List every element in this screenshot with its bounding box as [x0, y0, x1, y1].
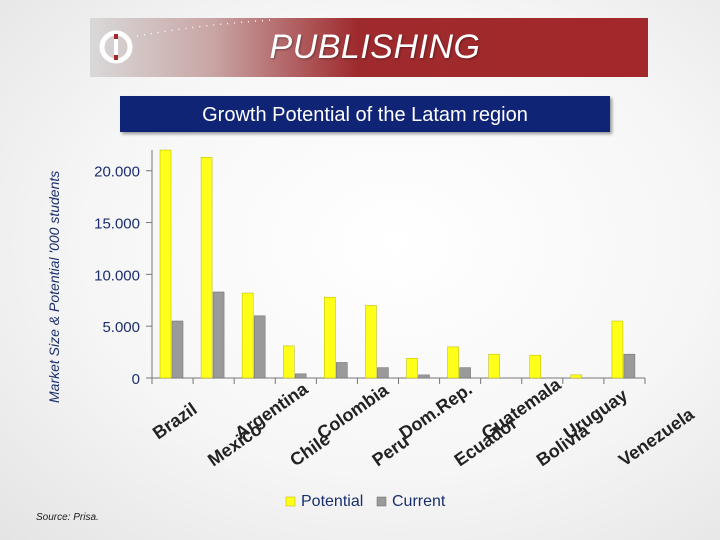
bar-potential — [159, 149, 172, 379]
legend-swatch-current — [376, 496, 387, 507]
category-labels: Brazil MexicoArgentinaChileColombiaPeruDo… — [149, 374, 699, 471]
bar-potential — [200, 157, 213, 379]
category-label: Argentina — [231, 378, 312, 443]
bar-potential — [488, 353, 500, 379]
bar-current — [623, 353, 636, 379]
bar-current — [212, 291, 225, 379]
bar-current — [295, 373, 307, 379]
bar-current — [418, 374, 430, 379]
x-axis — [151, 377, 646, 384]
legend-label-current: Current — [392, 493, 446, 510]
page-title: PUBLISHING — [269, 28, 481, 66]
category-label: Dom.Rep. — [395, 379, 475, 444]
bar-current — [336, 362, 348, 379]
category-label: Uruguay — [560, 385, 631, 443]
y-tick-label: 20.000 — [94, 164, 140, 181]
category-label: Brazil — [149, 399, 201, 444]
legend: Potential Current — [285, 493, 446, 510]
bar-potential — [283, 345, 295, 379]
bar-potential — [611, 320, 624, 379]
bar-current — [377, 367, 389, 379]
header-banner — [90, 18, 648, 77]
bar-current — [459, 367, 471, 379]
publisher-logo-icon — [99, 30, 133, 64]
y-tick-label: 0 — [132, 371, 140, 388]
bar-potential — [241, 292, 254, 379]
legend-swatch-potential — [285, 496, 296, 507]
category-label: Colombia — [313, 379, 392, 443]
bar-potential — [406, 358, 418, 379]
bar-potential — [365, 305, 377, 379]
chart-title: Growth Potential of the Latam region — [202, 104, 528, 126]
legend-label-potential: Potential — [301, 493, 363, 510]
bar-potential — [324, 296, 336, 379]
bar-potential — [447, 346, 459, 379]
y-tick-label: 5.000 — [102, 319, 140, 336]
chart-title-bar — [120, 96, 610, 132]
bars — [159, 149, 636, 379]
source-note: Source: Prisa. — [36, 512, 99, 523]
bar-current — [171, 320, 184, 379]
bar-current — [253, 315, 266, 379]
category-label: Venezuela — [615, 403, 699, 470]
y-tick-label: 10.000 — [94, 267, 140, 284]
bar-potential — [570, 374, 583, 379]
bar-potential — [529, 354, 541, 379]
y-axis: 0 5.000 10.000 15.000 20.000 — [94, 150, 153, 388]
y-tick-label: 15.000 — [94, 216, 140, 233]
